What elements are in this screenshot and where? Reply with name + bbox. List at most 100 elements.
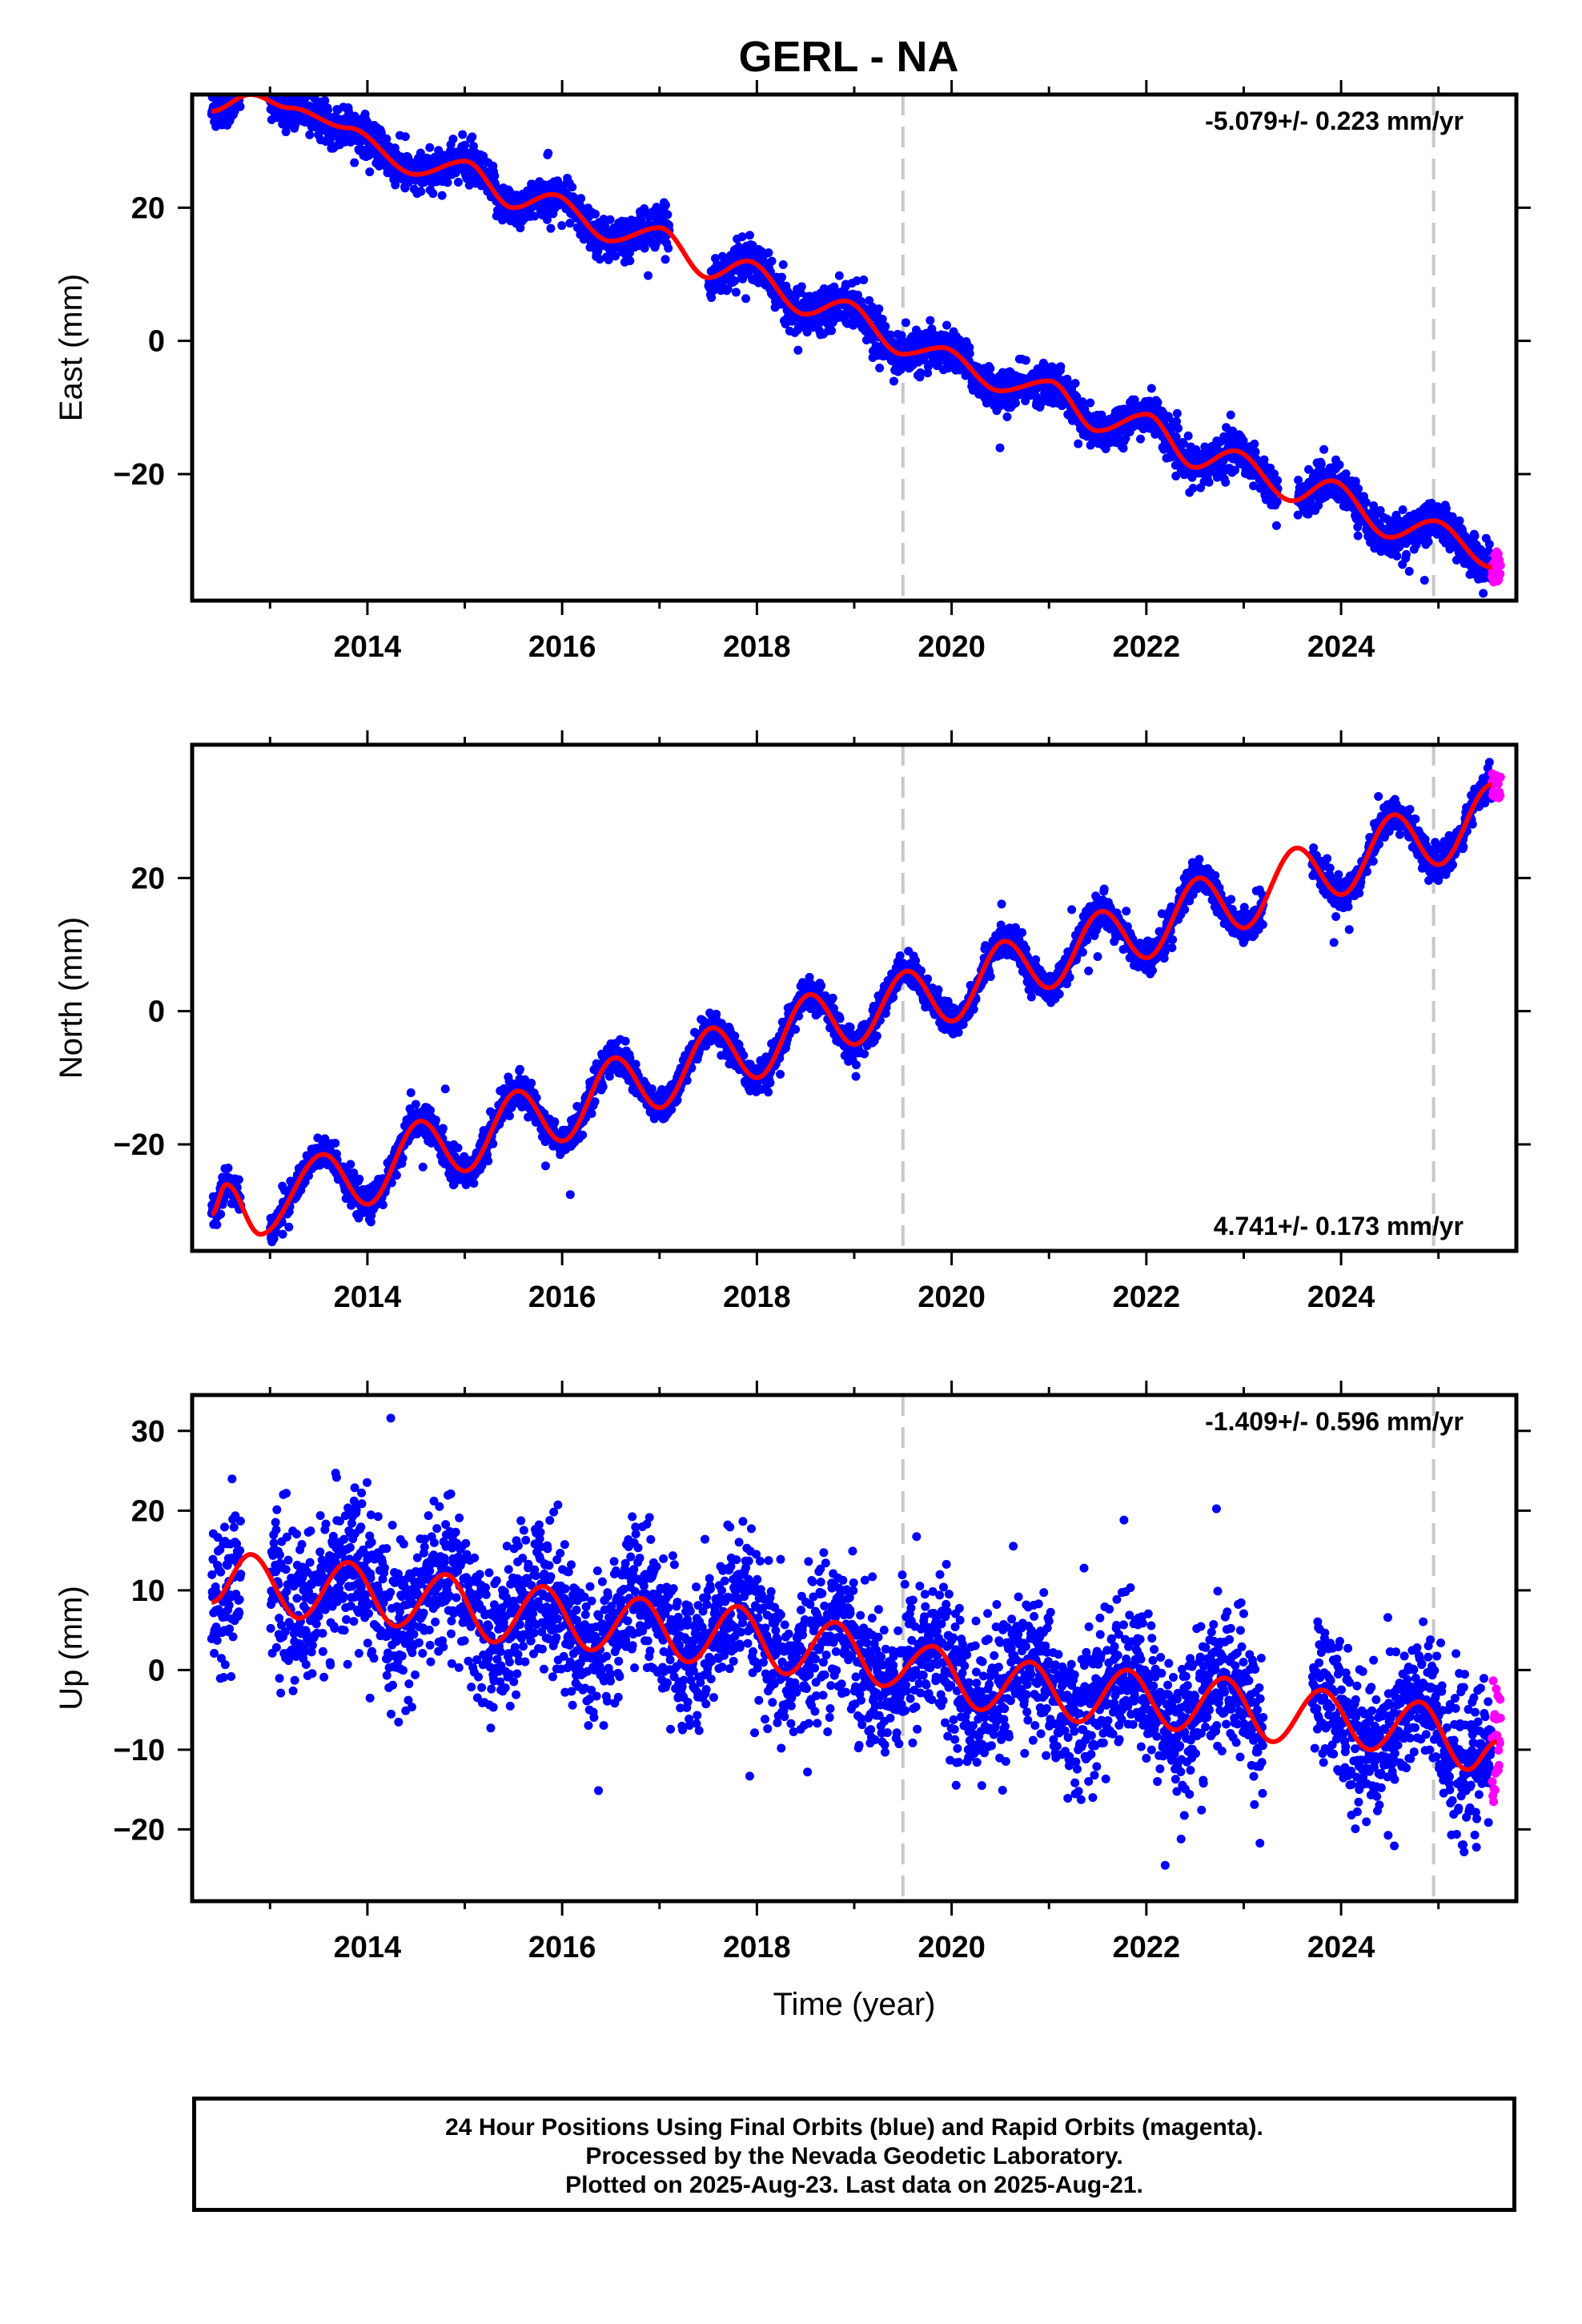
east-point	[1273, 476, 1283, 485]
east-point	[644, 271, 653, 280]
east-point	[767, 256, 777, 266]
east-point	[305, 130, 315, 139]
east-point	[813, 295, 822, 304]
east-point	[595, 255, 604, 264]
east-point	[1097, 410, 1106, 420]
east-point	[1239, 436, 1248, 445]
east-point	[661, 200, 670, 210]
east-point	[1086, 440, 1095, 450]
east-point	[1319, 444, 1329, 454]
east-point	[1271, 521, 1281, 530]
north-point	[357, 1254, 366, 1263]
east-point	[236, 82, 245, 90]
east-point	[546, 223, 556, 233]
east-point	[565, 219, 575, 228]
east-point	[234, 81, 243, 90]
east-point	[557, 221, 567, 231]
east-x-tick-label: 2014	[334, 630, 402, 664]
east-point	[965, 349, 974, 359]
east-point	[1398, 505, 1407, 515]
east-point	[707, 293, 717, 303]
east-point	[778, 260, 788, 270]
north-point	[418, 1162, 428, 1172]
east-point	[236, 85, 245, 94]
east-point	[875, 364, 885, 373]
east-point	[1353, 531, 1363, 541]
east-point	[425, 143, 435, 152]
east-point	[942, 320, 952, 330]
east-point	[437, 191, 447, 200]
east-point	[1351, 476, 1360, 486]
east-point	[995, 443, 1005, 452]
north-point	[631, 1059, 640, 1069]
east-point	[829, 282, 839, 292]
north-point	[411, 1100, 420, 1109]
east-y-tick-label: 0	[148, 325, 165, 359]
east-point	[590, 209, 600, 219]
east-point	[288, 78, 297, 87]
east-point	[923, 368, 933, 378]
east-rate-label: -5.079+/- 0.223 mm/yr	[1205, 107, 1464, 135]
east-point	[1272, 497, 1282, 506]
east-point	[275, 78, 283, 86]
north-point	[504, 1111, 514, 1120]
east-point	[1294, 475, 1303, 485]
east-point	[1249, 481, 1259, 491]
east-point	[1404, 566, 1414, 576]
east-point	[1226, 410, 1235, 420]
north-point	[453, 1143, 463, 1152]
east-point	[277, 82, 286, 91]
north-point	[346, 1160, 355, 1169]
east-x-tick-label: 2020	[917, 630, 986, 664]
east-point	[605, 215, 615, 224]
east-point	[881, 322, 890, 332]
east-point	[986, 364, 995, 373]
east-point	[320, 96, 330, 106]
north-point	[284, 1222, 294, 1232]
east-point	[312, 82, 321, 91]
east-rapid-point	[1496, 569, 1505, 579]
east-point	[428, 189, 438, 199]
east-point	[859, 275, 869, 284]
east-point	[1470, 531, 1480, 541]
east-point	[530, 211, 540, 221]
east-point	[852, 276, 861, 286]
east-point	[897, 331, 906, 340]
east-point	[1221, 477, 1231, 487]
east-point	[764, 248, 773, 258]
east-y-tick-label: 20	[131, 191, 165, 225]
east-point	[730, 276, 740, 286]
east-rapid-point	[1496, 561, 1505, 570]
east-point	[1402, 549, 1411, 559]
east-point	[1335, 460, 1344, 470]
east-point	[343, 107, 353, 116]
east-point	[1188, 484, 1198, 493]
east-point	[1146, 384, 1156, 393]
east-point	[568, 183, 577, 192]
north-point	[587, 1109, 596, 1119]
east-point	[1037, 396, 1046, 405]
east-point	[350, 158, 359, 167]
north-point	[223, 1164, 233, 1173]
east-point	[926, 316, 935, 325]
north-point	[216, 1209, 226, 1219]
east-point	[235, 84, 243, 93]
north-point	[540, 1161, 550, 1171]
east-point	[1153, 398, 1162, 408]
east-point	[741, 294, 751, 304]
east-point	[664, 243, 673, 253]
east-point	[1251, 447, 1260, 456]
east-point	[382, 134, 391, 143]
east-point	[1172, 408, 1182, 418]
east-point	[235, 83, 244, 92]
east-point	[1136, 434, 1146, 444]
east-point	[1178, 439, 1188, 448]
east-point	[1250, 439, 1259, 448]
east-point	[281, 127, 291, 137]
east-point	[600, 221, 610, 231]
east-point	[625, 256, 635, 266]
north-point	[550, 1117, 560, 1127]
north-point	[234, 1175, 243, 1184]
